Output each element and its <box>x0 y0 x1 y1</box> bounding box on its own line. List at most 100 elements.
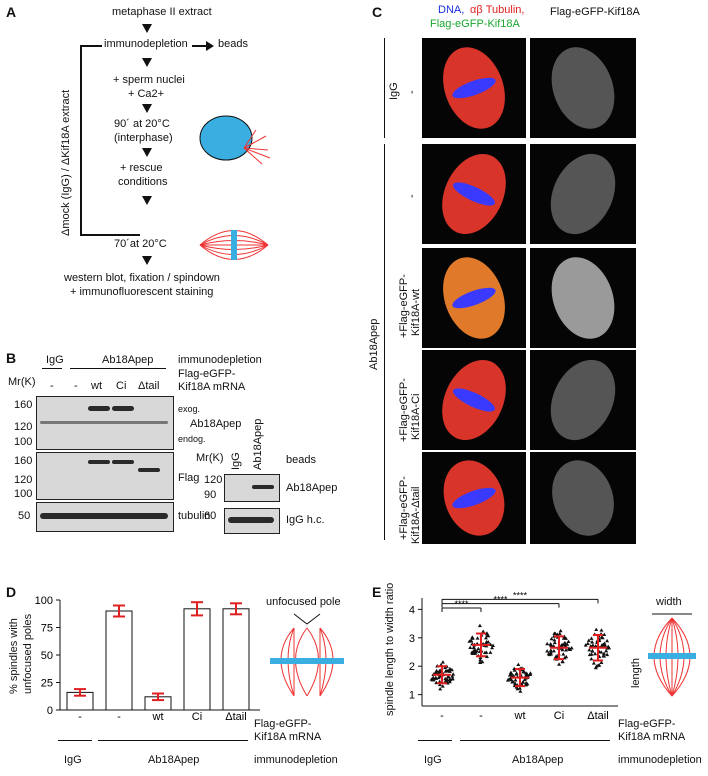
e-point <box>450 674 455 678</box>
e-point <box>551 648 556 653</box>
e-point <box>477 623 482 628</box>
d-y-tick-label: 0 <box>47 705 53 717</box>
e-point <box>567 647 572 651</box>
step-immunodepletion: immunodepletion <box>104 38 188 50</box>
e-point <box>545 649 550 653</box>
panel-a-letter: A <box>6 4 17 20</box>
wb-igg-underline <box>42 368 62 369</box>
e-point <box>521 669 526 673</box>
step-ca: + Ca2+ <box>128 88 165 100</box>
e-ab-label: Ab18Apep <box>512 754 564 766</box>
wb-head-ab: Ab18Apep <box>102 354 154 366</box>
band-exog-ci <box>112 406 134 411</box>
e-point <box>552 640 557 645</box>
merge-micrograph <box>422 452 526 544</box>
panel-c-letter: C <box>372 4 383 20</box>
beads-arrow-head <box>206 41 214 51</box>
arrow-5 <box>142 196 152 205</box>
e-ylabel: spindle length to width ratio <box>384 582 396 716</box>
arrow-3 <box>142 104 152 113</box>
step-90: 90´ at 20°C <box>114 118 170 130</box>
e-point <box>589 657 594 661</box>
e-point <box>558 628 563 633</box>
e-point <box>430 677 435 682</box>
merge-micrograph <box>422 350 526 450</box>
e-ab-underline <box>460 740 610 741</box>
e-point <box>604 648 609 653</box>
d-x-label: - <box>117 711 121 723</box>
d-igg-label: IgG <box>64 754 82 766</box>
e-point <box>444 679 449 684</box>
beads-ab-label: Ab18Apep <box>286 482 338 494</box>
beads-mw-120: 120 <box>204 474 223 486</box>
c-row-0-a: IgG <box>388 82 400 100</box>
e-point <box>548 650 553 654</box>
e-point <box>566 639 571 644</box>
e-point <box>602 641 607 645</box>
spindle-illustration-e <box>648 613 696 697</box>
e-point <box>564 648 569 652</box>
e-point <box>563 636 568 640</box>
e-point <box>440 660 445 664</box>
e-width-label: width <box>656 596 682 608</box>
e-point <box>599 635 604 639</box>
e-point <box>447 679 452 684</box>
c-row-4-b: Kif18A-Δtail <box>410 486 422 544</box>
band-flag-dtail <box>138 468 160 472</box>
e-point <box>522 677 527 682</box>
e-mrna-2: Kif18A mRNA <box>618 731 686 743</box>
d-y-tick-label: 100 <box>35 595 53 607</box>
e-point <box>506 678 511 682</box>
e-point <box>552 637 557 642</box>
wb-mw-100: 100 <box>14 436 33 448</box>
e-igg-underline <box>418 740 452 741</box>
e-point <box>590 643 595 647</box>
unfocused-spindle-illustration <box>270 613 344 697</box>
c-row-3-a: +Flag-eGFP- <box>398 378 410 442</box>
e-point <box>524 672 529 677</box>
e-point <box>561 652 566 656</box>
e-point <box>524 683 529 687</box>
c-row-2-a: +Flag-eGFP- <box>398 274 410 338</box>
d-mrna-2: Kif18A mRNA <box>254 731 322 743</box>
e-point <box>471 651 476 655</box>
band-flag-ci <box>112 460 134 464</box>
wb-head-immuno: immunodepletion <box>178 354 262 366</box>
wb-endog: endog. <box>178 434 206 444</box>
e-point <box>557 662 562 666</box>
e-point <box>602 632 607 636</box>
e-point <box>564 654 569 659</box>
d-ab-label: Ab18Apep <box>148 754 200 766</box>
e-point <box>585 641 590 646</box>
e-immuno-label: immunodepletion <box>618 754 702 766</box>
gfp-micrograph <box>530 350 636 450</box>
e-point <box>549 636 554 641</box>
e-point <box>473 650 478 654</box>
e-y-tick-label: 4 <box>409 604 415 616</box>
d-x-label: Ci <box>192 711 202 723</box>
d-ab-underline <box>98 740 248 741</box>
d-x-label: - <box>78 711 82 723</box>
e-point <box>513 678 518 682</box>
e-point <box>545 641 550 646</box>
e-point <box>483 641 488 645</box>
c-row-2-b: Kif18A-wt <box>410 288 422 336</box>
e-y-tick-label: 3 <box>409 633 415 645</box>
e-point <box>440 684 445 688</box>
d-ylabel-1: % spindles with <box>8 618 20 694</box>
e-point <box>483 636 488 640</box>
e-point <box>516 662 521 666</box>
wb-mw-160: 160 <box>14 399 33 411</box>
band-tubulin <box>40 513 168 519</box>
arrow-1 <box>142 24 152 33</box>
e-sig-label: **** <box>513 590 528 600</box>
e-point <box>449 667 454 672</box>
side-loop-top <box>80 45 102 47</box>
wb-mr-label: Mr(K) <box>8 376 36 388</box>
e-point <box>437 668 442 673</box>
panel-d-letter: D <box>6 584 17 600</box>
step-immunofluor: + immunofluorescent staining <box>70 286 214 298</box>
step-interphase: (interphase) <box>114 132 173 144</box>
e-point <box>591 661 596 665</box>
beads-label: beads <box>286 454 316 466</box>
